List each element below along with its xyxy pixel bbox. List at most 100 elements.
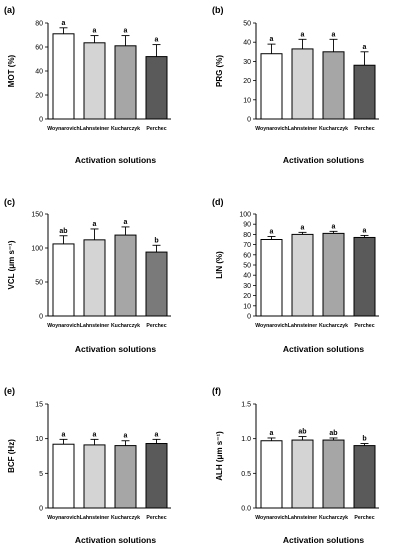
y-tick-label: 50 [243, 21, 251, 28]
bar-perchec [353, 445, 376, 509]
y-tick-label: 150 [31, 212, 43, 219]
y-tick-label: 100 [239, 212, 251, 219]
significance-letter: a [93, 221, 97, 228]
bar-kucharczyk [322, 232, 345, 317]
bar-lahnsteiner [291, 233, 314, 317]
significance-letter: ab [298, 429, 306, 436]
category-label: Woynarovich [255, 515, 287, 521]
significance-letter: a [270, 228, 274, 235]
bar-perchec [145, 56, 168, 120]
significance-letter: b [362, 436, 366, 443]
y-tick-label: 40 [243, 273, 251, 280]
bar-kucharczyk [322, 439, 345, 509]
bar-kucharczyk [114, 445, 137, 509]
category-label: Lahnsteiner [288, 323, 317, 329]
y-tick-label: 40 [243, 40, 251, 47]
y-tick-label: 80 [243, 232, 251, 239]
category-label: Woynarovich [47, 323, 79, 329]
category-label: Woynarovich [47, 126, 79, 132]
y-tick-label: 15 [35, 402, 43, 409]
x-axis-label: Activation solutions [283, 155, 365, 165]
y-tick-label: 5 [39, 471, 43, 478]
category-label: Lahnsteiner [288, 515, 317, 521]
category-label: Perchec [146, 515, 166, 521]
category-label: Lahnsteiner [288, 126, 317, 132]
significance-letter: a [270, 430, 274, 437]
x-axis-label: Activation solutions [283, 535, 365, 545]
category-label: Woynarovich [255, 126, 287, 132]
significance-letter: a [124, 28, 128, 35]
y-tick-label: 0 [39, 314, 43, 321]
category-label: Kucharczyk [319, 323, 348, 329]
category-label: Lahnsteiner [80, 126, 109, 132]
significance-letter: a [301, 31, 305, 38]
significance-letter: a [124, 219, 128, 226]
y-tick-label: 60 [243, 252, 251, 259]
significance-letter: a [93, 28, 97, 35]
y-axis-label: VCL (μm s⁻¹) [7, 240, 16, 289]
y-tick-label: 50 [35, 280, 43, 287]
panel-b: (b) 0 10 20 30 40 50 PRG (%) a Woynarovich a Lahnst… [212, 5, 379, 165]
bar-woynarovich [52, 33, 75, 120]
significance-letter: a [155, 431, 159, 438]
y-axis-label: BCF (Hz) [7, 439, 16, 473]
category-label: Lahnsteiner [80, 515, 109, 521]
y-tick-label: 20 [243, 78, 251, 85]
y-tick-label: 0 [247, 314, 251, 321]
category-label: Perchec [354, 126, 374, 132]
y-tick-label: 70 [243, 242, 251, 249]
panel-letter: (a) [4, 5, 15, 15]
panel-letter: (c) [4, 197, 15, 207]
y-tick-label: 0 [247, 117, 251, 124]
y-tick-label: 90 [243, 222, 251, 229]
significance-letter: ab [59, 228, 67, 235]
x-axis-label: Activation solutions [75, 344, 157, 354]
panel-letter: (b) [212, 5, 224, 15]
category-label: Woynarovich [255, 323, 287, 329]
category-label: Kucharczyk [111, 126, 140, 132]
category-label: Kucharczyk [111, 323, 140, 329]
y-tick-label: 20 [35, 93, 43, 100]
category-label: Kucharczyk [319, 515, 348, 521]
significance-letter: a [62, 431, 66, 438]
panel-f: (f) 0.0 0.5 1.0 1.5 ALH (μm s⁻¹) a Woynarovich a… [212, 386, 379, 545]
y-tick-label: 40 [35, 69, 43, 76]
bar-lahnsteiner [291, 48, 314, 120]
significance-letter: a [363, 44, 367, 51]
y-tick-label: 10 [243, 303, 251, 310]
category-label: Perchec [146, 323, 166, 329]
panel-letter: (e) [4, 386, 15, 396]
y-tick-label: 30 [243, 283, 251, 290]
y-tick-label: 0.5 [241, 471, 251, 478]
bar-lahnsteiner [83, 42, 106, 120]
significance-letter: a [270, 36, 274, 43]
bar-kucharczyk [114, 234, 137, 317]
panel-a: (a) 0 20 40 60 80 MOT (%) a Woynarovich a Lahnstei… [4, 5, 171, 165]
significance-letter: a [124, 433, 128, 440]
bar-perchec [145, 443, 168, 509]
y-tick-label: 1.0 [241, 436, 251, 443]
bar-woynarovich [260, 440, 283, 509]
panel-d: (d) 0 10 20 30 40 50 60 70 80 90 100 LIN (%) a Woynaro… [212, 197, 379, 354]
significance-letter: a [332, 223, 336, 230]
y-tick-label: 30 [243, 59, 251, 66]
y-axis-label: ALH (μm s⁻¹) [215, 431, 224, 481]
y-tick-label: 0 [39, 506, 43, 513]
bar-perchec [353, 64, 376, 120]
category-label: Lahnsteiner [80, 323, 109, 329]
significance-letter: ab [329, 430, 337, 437]
bar-woynarovich [52, 243, 75, 317]
y-axis-label: LIN (%) [215, 251, 224, 279]
panel-letter: (f) [212, 386, 221, 396]
significance-letter: a [332, 31, 336, 38]
bar-lahnsteiner [83, 444, 106, 509]
category-label: Woynarovich [47, 515, 79, 521]
category-label: Kucharczyk [111, 515, 140, 521]
bar-perchec [353, 236, 376, 317]
significance-letter: a [155, 37, 159, 44]
significance-letter: b [154, 237, 158, 244]
bar-perchec [145, 251, 168, 317]
y-axis-label: PRG (%) [215, 55, 224, 87]
bar-woynarovich [52, 443, 75, 509]
category-label: Kucharczyk [319, 126, 348, 132]
